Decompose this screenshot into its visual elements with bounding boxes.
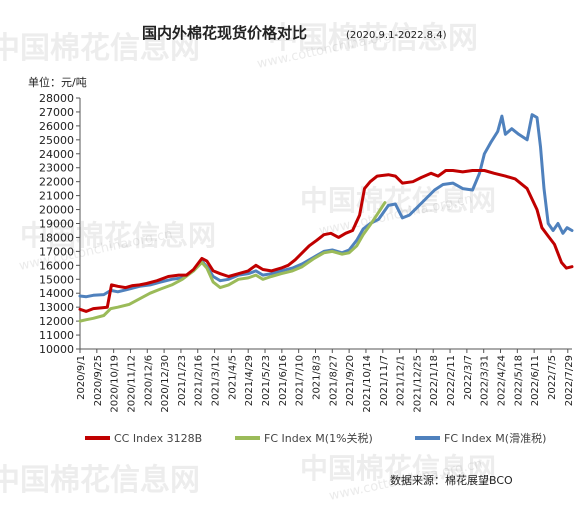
y-tick-label: 24000 bbox=[39, 148, 74, 161]
watermark-brand: 中国棉花信息网 bbox=[300, 452, 496, 485]
series-layer bbox=[78, 113, 574, 323]
x-tick-label: 2021/10/14 bbox=[362, 355, 373, 413]
y-tick-label: 25000 bbox=[39, 134, 74, 147]
y-tick-label: 16000 bbox=[39, 259, 74, 272]
x-tick-label: 2022/2/11 bbox=[446, 355, 457, 406]
legend-label-cc-index: CC Index 3128B bbox=[114, 432, 202, 445]
y-tick-label: 23000 bbox=[39, 162, 74, 175]
x-tick-label: 2020/9/25 bbox=[93, 355, 104, 406]
y-tick-label: 26000 bbox=[39, 120, 74, 133]
x-tick-label: 2021/5/23 bbox=[261, 355, 272, 406]
x-tick-label: 2021/11/7 bbox=[379, 355, 390, 406]
x-tick-label: 2021/2/16 bbox=[194, 355, 205, 406]
x-tick-label: 2021/4/29 bbox=[244, 355, 255, 406]
x-tick-label: 2021/8/3 bbox=[311, 355, 322, 400]
y-tick-label: 13000 bbox=[39, 301, 74, 314]
x-tick-label: 2021/4/5 bbox=[227, 355, 238, 400]
watermark-brand: 中国棉花信息网 bbox=[0, 31, 200, 66]
y-tick-label: 19000 bbox=[39, 218, 74, 231]
x-tick-label: 2021/7/10 bbox=[295, 355, 306, 406]
x-tick-label: 2022/7/29 bbox=[564, 355, 575, 406]
chart-title: 国内外棉花现货价格对比 bbox=[142, 24, 307, 42]
y-tick-label: 12000 bbox=[39, 315, 74, 328]
y-tick-label: 15000 bbox=[39, 273, 74, 286]
watermark-brand: 中国棉花信息网 bbox=[0, 463, 200, 498]
series-line-1 bbox=[78, 201, 387, 323]
series-line-0 bbox=[78, 169, 574, 313]
x-tick-label: 2022/4/24 bbox=[497, 355, 508, 406]
x-tick-label: 2021/8/27 bbox=[328, 355, 339, 406]
chart-subtitle: (2020.9.1-2022.8.4) bbox=[346, 30, 447, 41]
x-tick-label: 2022/3/31 bbox=[480, 355, 491, 406]
x-tick-label: 2021/6/16 bbox=[278, 355, 289, 406]
x-tick-label: 2022/1/18 bbox=[429, 355, 440, 406]
x-tick-label: 2021/12/25 bbox=[412, 355, 423, 413]
axes: 1000011000120001300014000150001600017000… bbox=[39, 92, 575, 413]
x-tick-label: 2021/3/12 bbox=[211, 355, 222, 406]
y-tick-label: 22000 bbox=[39, 176, 74, 189]
x-tick-label: 2021/9/20 bbox=[345, 355, 356, 406]
x-tick-label: 2021/12/1 bbox=[396, 355, 407, 406]
x-tick-label: 2020/9/1 bbox=[76, 355, 87, 400]
y-tick-label: 11000 bbox=[39, 329, 74, 342]
x-tick-label: 2022/6/11 bbox=[530, 355, 541, 406]
x-tick-label: 2021/1/23 bbox=[177, 355, 188, 406]
unit-label: 单位：元/吨 bbox=[28, 75, 87, 89]
source-note: 数据来源：棉花展望BCO bbox=[390, 473, 513, 487]
x-tick-label: 2022/3/7 bbox=[463, 355, 474, 400]
x-tick-label: 2020/12/6 bbox=[143, 355, 154, 406]
y-tick-label: 18000 bbox=[39, 231, 74, 244]
y-tick-label: 14000 bbox=[39, 287, 74, 300]
legend-label-fc-index-tariff: FC Index M(1%关税) bbox=[264, 431, 373, 445]
y-tick-label: 27000 bbox=[39, 106, 74, 119]
x-tick-label: 2020/12/30 bbox=[160, 355, 171, 413]
watermark-brand: 中国棉花信息网 bbox=[20, 219, 216, 252]
x-tick-label: 2022/7/5 bbox=[547, 355, 558, 400]
y-tick-label: 10000 bbox=[39, 343, 74, 356]
watermark-brand: 中国棉花信息网 bbox=[268, 21, 478, 56]
x-tick-label: 2020/11/12 bbox=[126, 355, 137, 413]
y-tick-label: 17000 bbox=[39, 245, 74, 258]
y-tick-label: 28000 bbox=[39, 92, 74, 105]
legend-label-fc-index-sliding: FC Index M(滑准税) bbox=[444, 431, 546, 445]
x-tick-label: 2020/10/19 bbox=[110, 355, 121, 413]
legend: CC Index 3128B FC Index M(1%关税) FC Index… bbox=[85, 431, 546, 445]
series-line-2 bbox=[78, 113, 574, 299]
y-tick-label: 20000 bbox=[39, 204, 74, 217]
x-tick-label: 2022/5/18 bbox=[513, 355, 524, 406]
y-tick-label: 21000 bbox=[39, 190, 74, 203]
